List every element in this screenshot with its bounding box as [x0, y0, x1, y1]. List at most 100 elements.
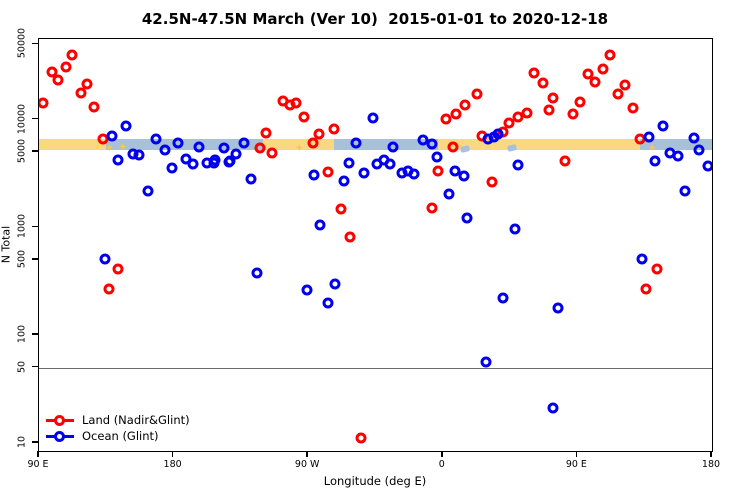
data-point-land — [512, 111, 524, 123]
circle-marker-icon — [54, 430, 65, 442]
band-patch-icon — [460, 145, 471, 154]
y-tick — [32, 150, 38, 152]
data-point-land — [471, 88, 483, 100]
x-axis-title: Longitude (deg E) — [323, 474, 427, 488]
data-point-ocean — [458, 170, 470, 182]
x-tick-label: 180 — [701, 459, 721, 470]
y-tick-label: 10000 — [16, 103, 28, 134]
data-point-ocean — [384, 158, 396, 170]
data-point-land — [486, 176, 498, 188]
data-point-land — [60, 61, 72, 73]
x-tick — [575, 451, 578, 457]
data-point-ocean — [431, 151, 443, 163]
data-point-ocean — [387, 141, 399, 153]
data-point-land — [298, 111, 310, 123]
y-tick — [32, 117, 38, 120]
data-point-ocean — [688, 132, 700, 144]
data-point-ocean — [159, 144, 171, 156]
data-point-land — [543, 104, 555, 116]
data-point-ocean — [343, 157, 355, 169]
y-tick — [32, 258, 38, 260]
data-point-ocean — [172, 137, 184, 149]
data-point-land — [52, 74, 64, 86]
legend-label-ocean: Ocean (Glint) — [82, 429, 159, 443]
legend-item-land: Land (Nadir&Glint) — [46, 412, 190, 428]
chart-title: 42.5N-47.5N March (Ver 10) 2015-01-01 to… — [141, 10, 609, 28]
reference-band-segment — [106, 139, 264, 151]
data-point-land — [88, 101, 100, 113]
data-point-ocean — [322, 297, 334, 309]
data-point-land — [328, 123, 340, 135]
data-point-land — [81, 78, 93, 90]
band-star-icon: ✦ — [104, 141, 114, 155]
data-point-land — [450, 108, 462, 120]
x-tick — [710, 451, 712, 457]
data-point-ocean — [426, 138, 438, 150]
reference-band-segment — [333, 139, 439, 151]
band-star-icon: ✦ — [294, 141, 304, 155]
data-point-ocean — [230, 148, 242, 160]
data-point-ocean — [218, 142, 230, 154]
data-point-ocean — [301, 284, 313, 296]
data-point-land — [75, 87, 87, 99]
legend-label-land: Land (Nadir&Glint) — [82, 413, 190, 427]
data-point-land — [521, 107, 533, 119]
data-point-ocean — [702, 160, 712, 172]
data-point-ocean — [449, 165, 461, 177]
data-point-land — [582, 68, 594, 80]
data-point-land — [547, 92, 559, 104]
data-point-ocean — [443, 188, 455, 200]
data-point-land — [459, 99, 471, 111]
circle-marker-icon — [54, 414, 65, 426]
data-point-ocean — [314, 219, 326, 231]
data-point-land — [344, 231, 356, 243]
data-point-ocean — [209, 154, 221, 166]
data-point-land — [46, 66, 58, 78]
data-point-land — [528, 67, 540, 79]
x-tick-label: 0 — [438, 459, 445, 470]
data-point-ocean — [106, 130, 118, 142]
legend-marker-land — [46, 414, 74, 426]
data-point-ocean — [552, 302, 564, 314]
data-point-land — [640, 283, 652, 295]
data-point-land — [426, 202, 438, 214]
legend: Land (Nadir&Glint) Ocean (Glint) — [46, 412, 190, 444]
data-point-land — [537, 77, 549, 89]
data-point-land — [432, 165, 444, 177]
data-point-ocean — [99, 253, 111, 265]
band-star-icon: ✦ — [118, 140, 128, 154]
legend-item-ocean: Ocean (Glint) — [46, 428, 190, 444]
data-point-ocean — [193, 141, 205, 153]
data-point-land — [335, 203, 347, 215]
data-point-land — [604, 49, 616, 61]
y-tick — [32, 42, 38, 45]
data-point-ocean — [480, 356, 492, 368]
reference-band-segment — [438, 139, 641, 151]
data-point-ocean — [367, 112, 378, 124]
reference-band-segment — [640, 139, 712, 151]
band-patch-icon — [506, 143, 517, 152]
data-point-land — [103, 283, 115, 295]
x-tick — [441, 451, 443, 457]
data-point-ocean — [308, 169, 320, 181]
data-point-land — [612, 88, 624, 100]
data-point-ocean — [657, 120, 669, 132]
data-point-land — [266, 147, 278, 159]
data-point-ocean — [112, 154, 124, 166]
data-point-ocean — [509, 223, 521, 235]
data-point-ocean — [251, 267, 263, 279]
data-point-land — [597, 63, 609, 75]
data-point-ocean — [350, 137, 362, 149]
data-point-ocean — [329, 278, 341, 290]
y-tick-label: 1000 — [16, 214, 28, 239]
x-tick — [171, 451, 174, 457]
data-point-land — [322, 166, 334, 178]
data-point-ocean — [120, 120, 132, 132]
data-point-ocean — [679, 185, 691, 197]
y-tick-label: 50 — [16, 360, 28, 373]
y-tick — [32, 225, 38, 228]
data-point-ocean — [547, 402, 559, 414]
data-point-ocean — [512, 159, 524, 171]
band-star-icon: ✦ — [647, 141, 657, 155]
